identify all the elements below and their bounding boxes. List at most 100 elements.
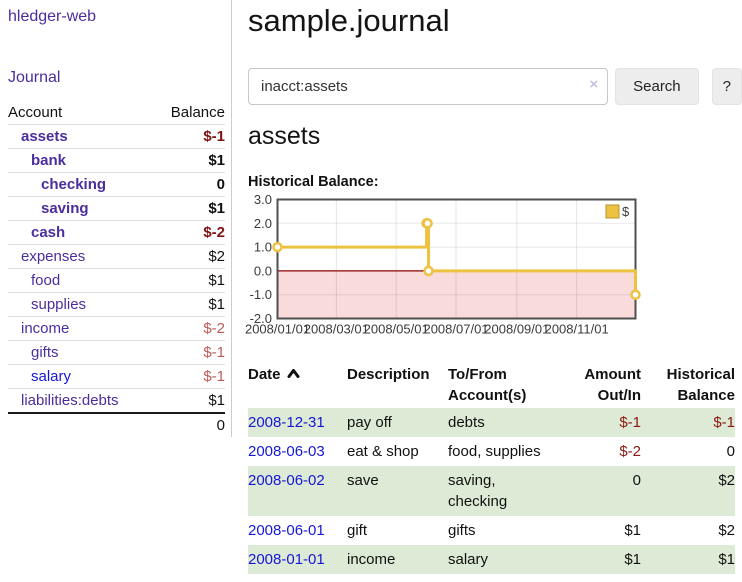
sidebar-account-bank[interactable]: bank bbox=[31, 152, 67, 169]
transaction-date-link[interactable]: 2008-06-01 bbox=[248, 522, 325, 539]
search-button[interactable]: Search bbox=[615, 68, 699, 105]
transaction-balance: 0 bbox=[726, 443, 735, 460]
transaction-amount: $1 bbox=[624, 522, 641, 539]
x-axis-tick-label: 2008/09/01 bbox=[484, 322, 549, 337]
transaction-date-link[interactable]: 2008-06-03 bbox=[248, 443, 325, 460]
y-axis-tick-label: -1.0 bbox=[250, 287, 272, 302]
table-row: 2008-01-01 income salary $1 $1 bbox=[248, 545, 735, 574]
x-axis-tick-label: 2008/03/01 bbox=[304, 322, 369, 337]
account-row: food $1 bbox=[8, 268, 225, 293]
account-row: assets $-1 bbox=[8, 124, 225, 149]
data-point-marker bbox=[423, 265, 434, 277]
account-row: income $-2 bbox=[8, 316, 225, 341]
account-balance: $-2 bbox=[153, 316, 225, 341]
x-axis-tick-label: 2008/01/01 bbox=[245, 322, 310, 337]
search-input[interactable] bbox=[248, 68, 609, 105]
search-box: × bbox=[248, 68, 609, 105]
account-balance: $1 bbox=[153, 148, 225, 173]
chart-title: Historical Balance: bbox=[248, 174, 379, 190]
data-point-marker bbox=[422, 218, 433, 229]
transaction-amount: $1 bbox=[624, 551, 641, 568]
chart-border bbox=[276, 198, 637, 320]
data-point-marker bbox=[272, 241, 283, 253]
account-row: saving $1 bbox=[8, 196, 225, 221]
transaction-amount: $-1 bbox=[619, 414, 641, 431]
account-balance: $1 bbox=[153, 196, 225, 221]
register-header-date-label: Date bbox=[248, 366, 281, 383]
accounts-header-row: Account Balance bbox=[8, 102, 225, 125]
clear-search-icon[interactable]: × bbox=[589, 76, 599, 93]
account-balance: 0 bbox=[153, 172, 225, 197]
accounts-header-balance: Balance bbox=[170, 104, 225, 121]
y-axis-tick-label: 2.0 bbox=[254, 216, 272, 231]
transaction-date-link[interactable]: 2008-12-31 bbox=[248, 414, 325, 431]
table-row: 2008-12-31 pay off debts $-1 $-1 bbox=[248, 408, 735, 437]
transaction-amount: $-2 bbox=[619, 443, 641, 460]
table-row: 2008-06-03 eat & shop food, supplies $-2 0 bbox=[248, 437, 735, 466]
help-button[interactable]: ? bbox=[711, 68, 742, 105]
account-balance: $2 bbox=[153, 244, 225, 269]
sidebar-account-assets[interactable]: assets bbox=[21, 128, 68, 145]
account-balance: $1 bbox=[153, 268, 225, 293]
account-row: gifts $-1 bbox=[8, 340, 225, 365]
sidebar-account-income[interactable]: income bbox=[21, 320, 70, 337]
account-row: supplies $1 bbox=[8, 292, 225, 317]
register-header-row: Date Description To/From Account(s) Amou… bbox=[248, 362, 735, 408]
sidebar-account-checking[interactable]: checking bbox=[41, 176, 107, 193]
account-row: bank $1 bbox=[8, 148, 225, 173]
table-row: 2008-06-01 gift gifts $1 $2 bbox=[248, 516, 735, 545]
search-form: × Search ? bbox=[248, 68, 742, 105]
table-row: 2008-06-02 save saving, checking 0 $2 bbox=[248, 466, 735, 516]
accounts-total-value: 0 bbox=[153, 412, 225, 437]
nav-journal-link[interactable]: Journal bbox=[8, 69, 61, 86]
transaction-accounts: food, supplies bbox=[448, 443, 541, 460]
account-balance: $-1 bbox=[153, 340, 225, 365]
data-point-marker bbox=[630, 289, 641, 300]
transaction-balance: $-1 bbox=[713, 414, 735, 431]
register-header-accounts: To/From Account(s) bbox=[448, 366, 527, 404]
sidebar-account-salary[interactable]: salary bbox=[31, 368, 72, 385]
account-heading: assets bbox=[248, 122, 321, 150]
x-axis-tick-label: 2008/07/01 bbox=[423, 322, 488, 337]
transaction-date-link[interactable]: 2008-06-02 bbox=[248, 472, 325, 489]
register-header-date: Date bbox=[248, 362, 347, 408]
brand-link[interactable]: hledger-web bbox=[8, 8, 97, 25]
sidebar-account-expenses[interactable]: expenses bbox=[21, 248, 86, 265]
transaction-description: income bbox=[347, 551, 396, 568]
sidebar-account-saving[interactable]: saving bbox=[41, 200, 89, 217]
historical-balance-chart: $3.0 2.0 1.0 0.0 -1.0 -2.0 2008/01/01 2008/03/0… bbox=[245, 192, 648, 342]
sidebar-account-liabilities-debts[interactable]: liabilities:debts bbox=[21, 392, 119, 409]
account-row: liabilities:debts $1 bbox=[8, 388, 225, 413]
sidebar-account-cash[interactable]: cash bbox=[31, 224, 66, 241]
accounts-table: Account Balance assets $-1 bank $1 checking 0… bbox=[8, 102, 225, 437]
accounts-total-row: 0 bbox=[8, 412, 225, 437]
page-title: sample.journal bbox=[248, 3, 450, 38]
register-table: Date Description To/From Account(s) Amou… bbox=[248, 362, 735, 574]
account-balance: $-2 bbox=[153, 220, 225, 245]
main-content: sample.journal × Search ? assets Histori… bbox=[245, 0, 742, 574]
register-header-description: Description bbox=[347, 366, 430, 383]
transaction-accounts: gifts bbox=[448, 522, 476, 539]
transaction-accounts: debts bbox=[448, 414, 485, 431]
transaction-balance: $2 bbox=[718, 472, 735, 489]
sidebar-account-gifts[interactable]: gifts bbox=[31, 344, 59, 361]
transaction-date-link[interactable]: 2008-01-01 bbox=[248, 551, 325, 568]
y-axis-tick-label: 1.0 bbox=[254, 240, 272, 255]
sidebar-account-supplies[interactable]: supplies bbox=[31, 296, 87, 313]
account-balance: $-1 bbox=[153, 124, 225, 149]
account-balance: $1 bbox=[153, 388, 225, 413]
x-axis-tick-label: 2008/05/01 bbox=[364, 322, 429, 337]
legend-swatch bbox=[605, 204, 620, 219]
account-balance: $1 bbox=[153, 292, 225, 317]
transaction-description: pay off bbox=[347, 414, 392, 431]
negative-region bbox=[277, 270, 636, 319]
account-row: expenses $2 bbox=[8, 244, 225, 269]
transaction-description: eat & shop bbox=[347, 443, 419, 460]
transaction-amount: 0 bbox=[632, 472, 641, 489]
sidebar-account-food[interactable]: food bbox=[31, 272, 61, 289]
accounts-header-account: Account bbox=[8, 104, 63, 121]
register-header-balance: Historical Balance bbox=[666, 366, 735, 404]
chart-canvas: $3.0 2.0 1.0 0.0 -1.0 -2.02008/01/012008/03/0… bbox=[245, 192, 641, 337]
transaction-description: gift bbox=[347, 522, 368, 539]
account-row: checking 0 bbox=[8, 172, 225, 197]
